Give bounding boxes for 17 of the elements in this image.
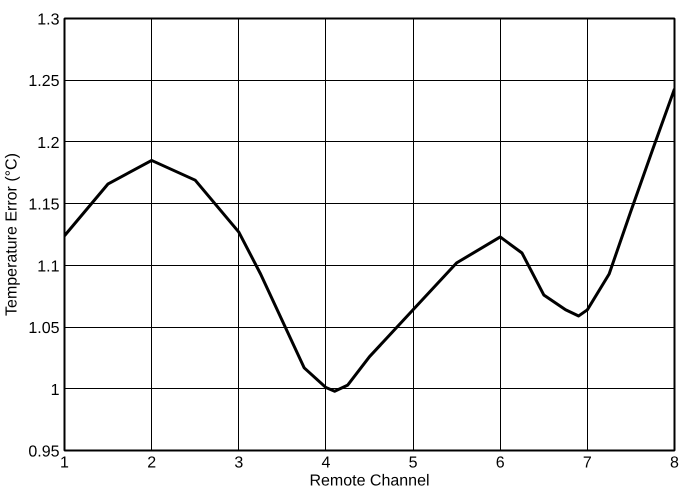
y-tick-label: 0.95 <box>28 444 60 460</box>
x-tick-label: 2 <box>147 454 156 472</box>
y-tick-label: 1.3 <box>37 12 60 28</box>
x-tick-label: 7 <box>582 454 592 472</box>
y-tick-label: 1.1 <box>37 258 60 276</box>
y-axis-title: Temperature Error (°C) <box>3 153 20 316</box>
y-tick-label: 1.25 <box>28 73 60 90</box>
y-tick-label: 1.05 <box>28 320 60 338</box>
y-tick-label: 1.15 <box>28 196 60 214</box>
x-tick-label: 3 <box>234 454 244 472</box>
x-tick-label: 5 <box>408 454 418 472</box>
x-tick-label: 4 <box>321 454 330 472</box>
y-tick-label: 1 <box>50 382 60 399</box>
x-tick-label: 8 <box>670 454 680 472</box>
y-tick-label: 1.2 <box>37 134 60 152</box>
x-axis-title: Remote Channel <box>309 472 430 490</box>
x-tick-label: 6 <box>496 454 505 472</box>
